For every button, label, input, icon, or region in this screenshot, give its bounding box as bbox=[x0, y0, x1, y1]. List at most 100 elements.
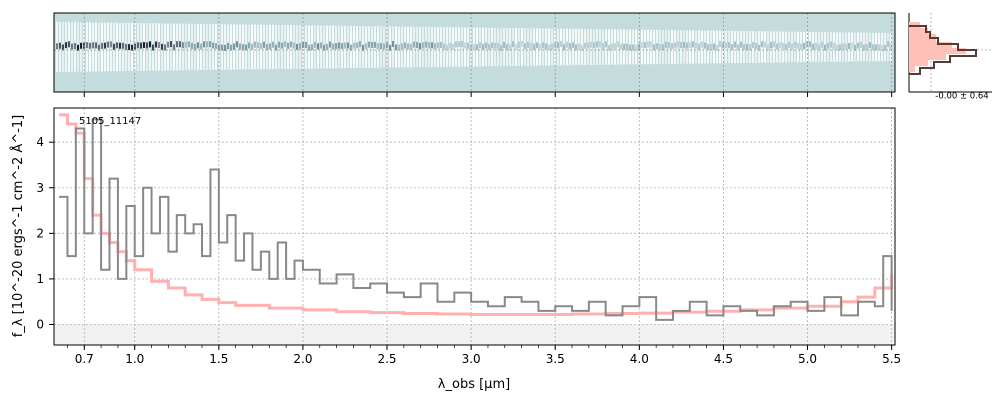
zero-band bbox=[54, 324, 895, 345]
2d-trace-core bbox=[359, 41, 361, 48]
2d-trace-core bbox=[863, 44, 865, 51]
2d-trace-core bbox=[146, 42, 148, 49]
2d-trace-core bbox=[887, 41, 889, 48]
2d-trace-core bbox=[662, 44, 664, 51]
2d-trace-core bbox=[812, 43, 814, 50]
2d-trace-core bbox=[230, 44, 232, 51]
2d-trace-core bbox=[311, 44, 313, 51]
2d-trace-core bbox=[443, 43, 445, 50]
2d-trace-core bbox=[620, 43, 622, 50]
2d-trace-core bbox=[833, 43, 835, 50]
x-tick-label: 1.0 bbox=[125, 352, 144, 366]
2d-trace-core bbox=[335, 43, 337, 50]
2d-trace-core bbox=[665, 41, 667, 48]
2d-trace-core bbox=[686, 42, 688, 49]
2d-trace-core bbox=[389, 44, 391, 51]
1d-spectrum-panel: 0.7 1.0 1.5 2.0 2.5 3.0 3.5 4.0 4.5 5.0 5.5 01234 … bbox=[10, 107, 901, 392]
2d-trace-core bbox=[521, 41, 523, 48]
2d-trace-core bbox=[845, 43, 847, 50]
2d-trace-core bbox=[260, 43, 262, 50]
2d-trace-core bbox=[434, 43, 436, 50]
2d-trace-core bbox=[614, 43, 616, 50]
2d-trace-core bbox=[236, 41, 238, 48]
2d-trace-core bbox=[671, 43, 673, 50]
2d-trace-core bbox=[746, 44, 748, 51]
2d-trace-core bbox=[305, 41, 307, 48]
2d-trace-core bbox=[338, 42, 340, 49]
2d-trace-core bbox=[800, 43, 802, 50]
2d-trace-core bbox=[590, 41, 592, 48]
2d-trace-core bbox=[488, 44, 490, 51]
2d-trace-core bbox=[407, 43, 409, 50]
profile-inset-line bbox=[909, 25, 977, 75]
y-axis-ticks: 0 1 2 3 4 bbox=[36, 135, 54, 331]
2d-trace-core bbox=[281, 42, 283, 49]
2d-trace-core bbox=[452, 43, 454, 50]
2d-trace-core bbox=[221, 44, 223, 51]
2d-trace-core bbox=[752, 42, 754, 49]
2d-trace-core bbox=[473, 44, 475, 51]
object-label: 5105_11147 bbox=[79, 116, 141, 127]
2d-trace-core bbox=[314, 41, 316, 48]
2d-trace-core bbox=[224, 44, 226, 51]
2d-trace-core bbox=[275, 44, 277, 51]
2d-trace-core bbox=[872, 44, 874, 51]
2d-spectrum-panel bbox=[53, 12, 896, 97]
2d-trace-core bbox=[74, 42, 76, 49]
2d-trace-core bbox=[605, 41, 607, 48]
2d-trace-core bbox=[194, 44, 196, 51]
2d-trace-core bbox=[206, 41, 208, 48]
2d-trace-core bbox=[791, 43, 793, 50]
2d-trace-core bbox=[440, 42, 442, 49]
2d-trace-core bbox=[161, 43, 163, 50]
2d-trace-core bbox=[374, 41, 376, 48]
x-tick-label: 2.5 bbox=[377, 352, 396, 366]
2d-trace-core bbox=[182, 42, 184, 49]
2d-trace-core bbox=[530, 42, 532, 49]
2d-trace-core bbox=[518, 41, 520, 48]
2d-trace-core bbox=[185, 41, 187, 48]
2d-trace-core bbox=[479, 42, 481, 49]
2d-trace-core bbox=[551, 43, 553, 50]
2d-trace-core bbox=[104, 42, 106, 49]
2d-trace-core bbox=[131, 44, 133, 51]
2d-trace-core bbox=[302, 41, 304, 48]
2d-trace-core bbox=[881, 44, 883, 51]
2d-trace-core bbox=[869, 42, 871, 49]
2d-trace-core bbox=[743, 43, 745, 50]
2d-trace-core bbox=[437, 42, 439, 49]
y-tick-label: 4 bbox=[36, 135, 44, 149]
2d-trace-core bbox=[266, 43, 268, 50]
2d-trace-core bbox=[269, 43, 271, 50]
2d-trace-core bbox=[497, 43, 499, 50]
2d-trace-core bbox=[821, 41, 823, 48]
2d-trace-core bbox=[839, 44, 841, 51]
2d-trace-core bbox=[788, 41, 790, 48]
2d-trace-core bbox=[575, 44, 577, 51]
2d-trace-core bbox=[188, 41, 190, 48]
2d-trace-core bbox=[884, 44, 886, 51]
2d-trace-core bbox=[284, 41, 286, 48]
2d-trace-core bbox=[449, 42, 451, 49]
2d-trace-core bbox=[248, 42, 250, 49]
2d-trace-core bbox=[92, 42, 94, 49]
2d-trace-core bbox=[827, 42, 829, 49]
2d-trace-core bbox=[578, 43, 580, 50]
2d-trace-core bbox=[500, 44, 502, 51]
2d-trace-core bbox=[695, 42, 697, 49]
2d-trace-core bbox=[653, 44, 655, 51]
2d-trace-core bbox=[239, 43, 241, 50]
profile-inset: -0.00 ± 0.64 bbox=[908, 13, 992, 102]
2d-trace-core bbox=[491, 42, 493, 49]
2d-trace-core bbox=[818, 44, 820, 51]
2d-trace-core bbox=[119, 42, 121, 49]
2d-trace-core bbox=[719, 41, 721, 48]
2d-trace-core bbox=[563, 44, 565, 51]
2d-trace-core bbox=[875, 44, 877, 51]
2d-trace-core bbox=[158, 42, 160, 49]
2d-trace-core bbox=[455, 41, 457, 48]
2d-trace-core bbox=[293, 42, 295, 49]
x-axis-ticks: 0.7 1.0 1.5 2.0 2.5 3.0 3.5 4.0 4.5 5.0 5.5 bbox=[67, 345, 901, 366]
2d-trace-core bbox=[602, 43, 604, 50]
2d-trace-core bbox=[467, 42, 469, 49]
